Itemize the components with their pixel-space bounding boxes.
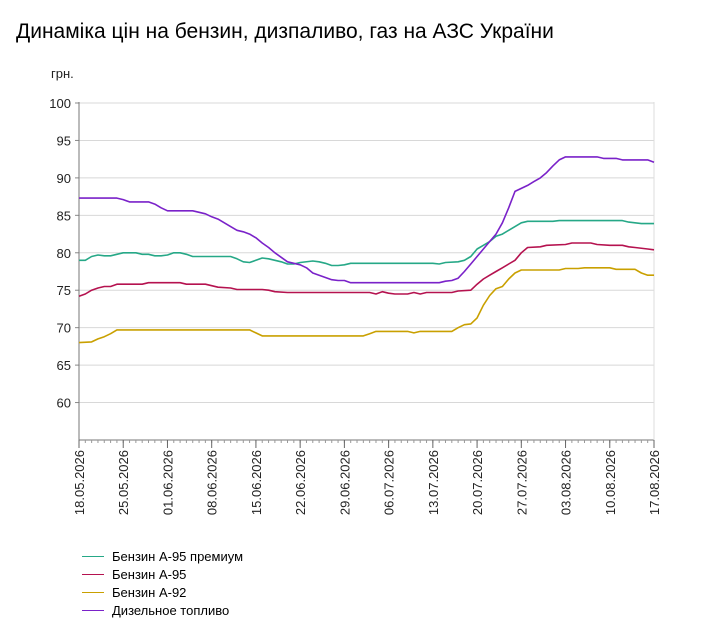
- legend-item[interactable]: Дизельное топливо: [82, 601, 243, 619]
- y-tick-label: 65: [57, 358, 71, 373]
- legend-swatch: [82, 555, 104, 557]
- axes: 60 65 70 75 80 85 90 95 100 18.05.2026 25.05.2026 0…: [49, 96, 662, 515]
- y-axis-label: грн.: [51, 66, 74, 81]
- x-tick-label: 22.06.2026: [293, 450, 308, 515]
- y-tick-label: 90: [57, 171, 71, 186]
- x-tick-label: 25.05.2026: [116, 450, 131, 515]
- chart-title: Динаміка цін на бензин, дизпаливо, газ н…: [16, 20, 554, 43]
- x-tick-label: 18.05.2026: [72, 450, 87, 515]
- series-line-3: [78, 266, 654, 344]
- legend-swatch: [82, 609, 104, 611]
- y-tick-label: 95: [57, 133, 71, 148]
- y-tick-label: 60: [57, 396, 71, 411]
- x-tick-label: 06.07.2026: [382, 450, 397, 515]
- grid-lines: [79, 102, 654, 404]
- x-tick-label: 13.07.2026: [426, 450, 441, 515]
- y-tick-label: 70: [57, 321, 71, 336]
- y-tick-label: 75: [57, 283, 71, 298]
- x-tick-label: 29.06.2026: [337, 450, 352, 515]
- y-tick-label: 100: [49, 96, 71, 111]
- x-tick-label: 15.06.2026: [249, 450, 264, 515]
- y-tick-label: 80: [57, 246, 71, 261]
- x-tick-label: 03.08.2026: [559, 450, 574, 515]
- legend-label: Бензин А-92: [112, 584, 187, 600]
- legend-item[interactable]: Бензин А-92: [82, 583, 243, 601]
- chart-legend: Бензин А-95 премиум Бензин А-95 Бензин А-9…: [82, 547, 243, 619]
- x-tick-label: 17.08.2026: [647, 450, 662, 515]
- legend-item[interactable]: Бензин А-95 премиум: [82, 547, 243, 565]
- x-tick-label: 10.08.2026: [603, 450, 618, 515]
- y-tick-label: 85: [57, 208, 71, 223]
- legend-label: Дизельное топливо: [112, 602, 230, 618]
- x-tick-label: 08.06.2026: [205, 450, 220, 515]
- series-lines: [78, 156, 655, 344]
- x-tick-label: 27.07.2026: [514, 450, 529, 515]
- x-tick-label: 20.07.2026: [470, 450, 485, 515]
- x-tick-label: 01.06.2026: [160, 450, 175, 515]
- legend-item[interactable]: Бензин А-95: [82, 565, 243, 583]
- legend-swatch: [82, 573, 104, 575]
- legend-label: Бензин А-95: [112, 566, 187, 582]
- legend-swatch: [82, 591, 104, 593]
- series-line-2: [78, 242, 655, 297]
- series-line-1: [79, 219, 654, 267]
- legend-label: Бензин А-95 премиум: [112, 548, 244, 564]
- series-line-4: [79, 156, 655, 284]
